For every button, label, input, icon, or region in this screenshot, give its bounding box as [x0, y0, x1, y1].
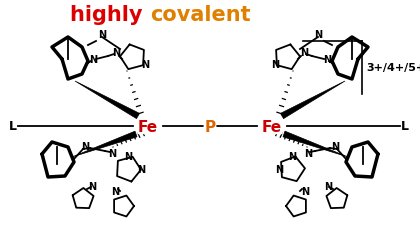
Text: N: N — [88, 181, 96, 191]
Text: N: N — [275, 164, 283, 174]
Text: N: N — [81, 141, 89, 151]
Text: L: L — [401, 120, 409, 133]
Text: N: N — [108, 148, 116, 158]
Text: N: N — [300, 48, 308, 58]
Text: P: P — [205, 119, 215, 134]
Text: N: N — [304, 148, 312, 158]
Text: covalent: covalent — [150, 5, 251, 25]
Text: N: N — [331, 141, 339, 151]
Text: N: N — [89, 55, 97, 65]
Text: N: N — [323, 55, 331, 65]
Polygon shape — [72, 132, 137, 157]
Text: N: N — [112, 48, 120, 58]
Text: N: N — [271, 60, 279, 70]
Text: L: L — [9, 120, 17, 133]
Text: N: N — [288, 151, 296, 161]
Text: 3+/4+/5+: 3+/4+/5+ — [366, 63, 420, 73]
Polygon shape — [283, 132, 348, 157]
Text: N: N — [137, 164, 145, 174]
Text: N: N — [301, 186, 309, 196]
Text: N: N — [111, 186, 119, 196]
Text: Fe: Fe — [138, 119, 158, 134]
Text: highly: highly — [70, 5, 150, 25]
Text: Fe: Fe — [262, 119, 282, 134]
Text: N: N — [324, 181, 332, 191]
Text: Fe: Fe — [138, 119, 158, 134]
Text: P: P — [205, 119, 215, 134]
Polygon shape — [281, 82, 345, 119]
Polygon shape — [75, 82, 139, 119]
Text: Fe: Fe — [262, 119, 282, 134]
Text: N: N — [314, 30, 322, 40]
Text: N: N — [124, 151, 132, 161]
Text: N: N — [98, 30, 106, 40]
Text: N: N — [141, 60, 149, 70]
